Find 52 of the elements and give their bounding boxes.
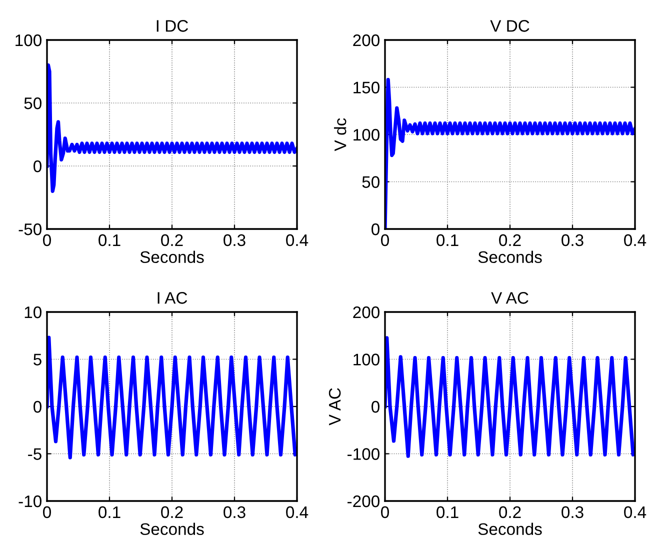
y-tick-label: 150: [354, 82, 380, 94]
y-tick-label: 10: [24, 306, 42, 318]
y-tick-label: -50: [18, 223, 42, 236]
x-tick-label: 0.2: [499, 234, 521, 246]
y-axis-title: V dc: [334, 118, 346, 152]
y-tick-label: 0: [34, 400, 42, 413]
x-tick-label: 0: [43, 506, 51, 518]
y-tick-label: 100: [354, 354, 380, 366]
line-series: [47, 336, 297, 460]
line-series: [385, 336, 635, 458]
x-tick-label: 0: [381, 506, 389, 518]
y-tick-label: 100: [16, 34, 42, 46]
chart-title: V DC: [490, 20, 530, 32]
chart-title: V AC: [491, 292, 528, 304]
x-tick-label: 0.3: [562, 506, 584, 518]
x-tick-label: 0.4: [286, 234, 308, 246]
chart-title: I DC: [156, 20, 188, 32]
y-tick-label: 0: [372, 223, 380, 236]
y-tick-label: -10: [18, 495, 42, 508]
x-tick-label: 0.4: [286, 506, 308, 518]
y-tick-label: 200: [353, 34, 380, 46]
y-tick-label: 200: [353, 306, 380, 318]
x-axis-title: Seconds: [478, 250, 542, 264]
x-tick-label: 0.3: [224, 234, 246, 246]
x-tick-label: 0.4: [624, 506, 646, 518]
x-tick-label: 0.1: [98, 234, 120, 246]
x-tick-label: 0.1: [436, 234, 458, 246]
line-series: [47, 63, 297, 194]
y-tick-label: -200: [348, 495, 380, 508]
y-tick-label: -100: [348, 448, 380, 460]
x-tick-label: 0.2: [161, 234, 183, 246]
x-tick-label: 0.2: [499, 506, 521, 518]
x-axis-title: Seconds: [478, 522, 542, 536]
x-tick-label: 0: [43, 234, 51, 246]
chart-title: I AC: [158, 292, 188, 304]
y-tick-label: 5: [34, 354, 42, 366]
y-tick-label: -5: [28, 448, 42, 460]
x-tick-label: 0.3: [224, 506, 246, 518]
y-axis-title: V AC: [328, 388, 341, 426]
x-tick-label: 0.1: [98, 506, 120, 518]
y-tick-label: 0: [34, 160, 42, 172]
y-tick-label: 50: [24, 97, 42, 110]
x-tick-label: 0.1: [436, 506, 458, 518]
x-tick-label: 0: [381, 234, 389, 246]
y-tick-label: 50: [362, 176, 380, 188]
x-tick-label: 0.3: [562, 234, 584, 246]
x-tick-label: 0.4: [624, 234, 646, 246]
x-axis-title: Seconds: [140, 250, 204, 264]
y-tick-label: 100: [354, 128, 380, 141]
x-tick-label: 0.2: [161, 506, 183, 518]
y-tick-label: 0: [372, 400, 380, 413]
x-axis-title: Seconds: [140, 522, 204, 536]
